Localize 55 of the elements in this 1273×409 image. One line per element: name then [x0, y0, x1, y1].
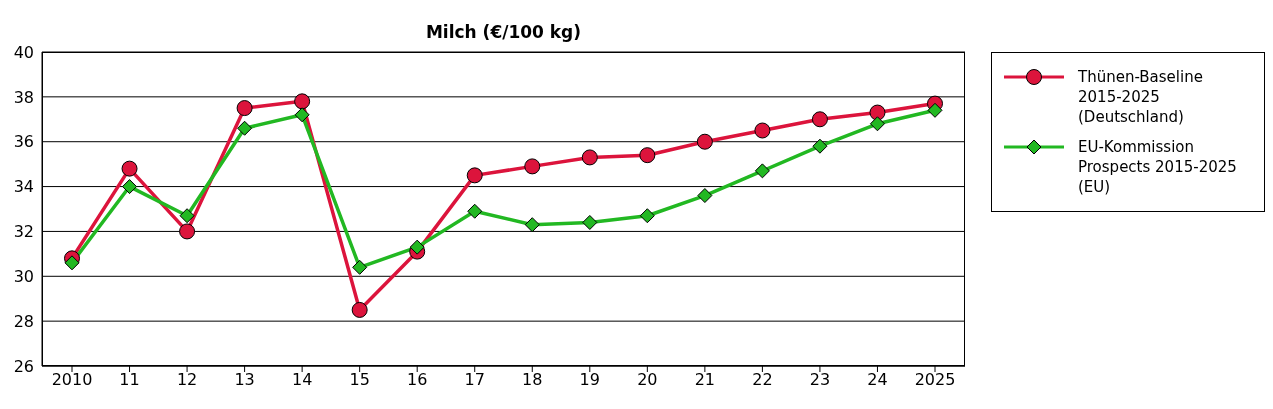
- point: [696, 133, 713, 150]
- y-tick-label: 40: [13, 42, 34, 62]
- point: [409, 239, 425, 255]
- point: [352, 259, 368, 275]
- y-tick-label: 34: [13, 177, 34, 197]
- point: [294, 93, 311, 110]
- x-tick-label: 2010: [51, 370, 93, 390]
- point: [236, 100, 253, 117]
- x-tick-label: 19: [579, 370, 600, 390]
- x-tick-label: 14: [291, 370, 313, 390]
- y-tick-label: 26: [13, 356, 34, 376]
- x-tick-label: 20: [637, 370, 658, 390]
- y-tick-label: 36: [13, 132, 34, 152]
- x-tick-label: 23: [809, 370, 831, 390]
- x-tick-label: 22: [752, 370, 773, 390]
- x-tick-label: 24: [867, 370, 888, 390]
- point: [524, 158, 541, 175]
- point: [812, 138, 828, 154]
- x-tick-label: 11: [119, 370, 140, 390]
- legend-label: Thünen-Baseline 2015-2025 (Deutschland): [1078, 67, 1204, 127]
- x-tick-label: 17: [464, 370, 485, 390]
- point: [639, 208, 655, 224]
- x-tick-label: 16: [407, 370, 428, 390]
- x-tick-label: 21: [694, 370, 716, 390]
- point: [466, 167, 483, 184]
- point: [179, 208, 195, 224]
- point: [122, 179, 138, 195]
- legend-label: EU-Kommission Prospects 2015-2025 (EU): [1078, 137, 1238, 197]
- x-tick-label: 13: [234, 370, 255, 390]
- point: [697, 188, 713, 204]
- point: [294, 107, 310, 123]
- point: [927, 102, 943, 118]
- x-tick-label: 18: [522, 370, 543, 390]
- point: [582, 214, 598, 230]
- y-tick-label: 38: [13, 87, 34, 107]
- point: [754, 122, 771, 139]
- x-tick-label: 15: [349, 370, 370, 390]
- point: [64, 255, 80, 271]
- point: [237, 120, 253, 136]
- point: [179, 223, 196, 240]
- point: [467, 203, 483, 219]
- point: [121, 160, 138, 177]
- point: [639, 147, 656, 164]
- point: [351, 301, 368, 318]
- point: [811, 111, 828, 128]
- x-tick-label: 12: [176, 370, 198, 390]
- x-tick-label: 2025: [914, 370, 956, 390]
- y-tick-label: 32: [13, 222, 34, 242]
- point: [869, 116, 885, 132]
- point: [524, 217, 540, 233]
- point: [581, 149, 598, 166]
- y-tick-label: 28: [13, 311, 34, 331]
- y-tick-label: 30: [13, 266, 34, 286]
- chart-title: Milch (€/100 kg): [424, 22, 583, 42]
- point: [869, 104, 886, 121]
